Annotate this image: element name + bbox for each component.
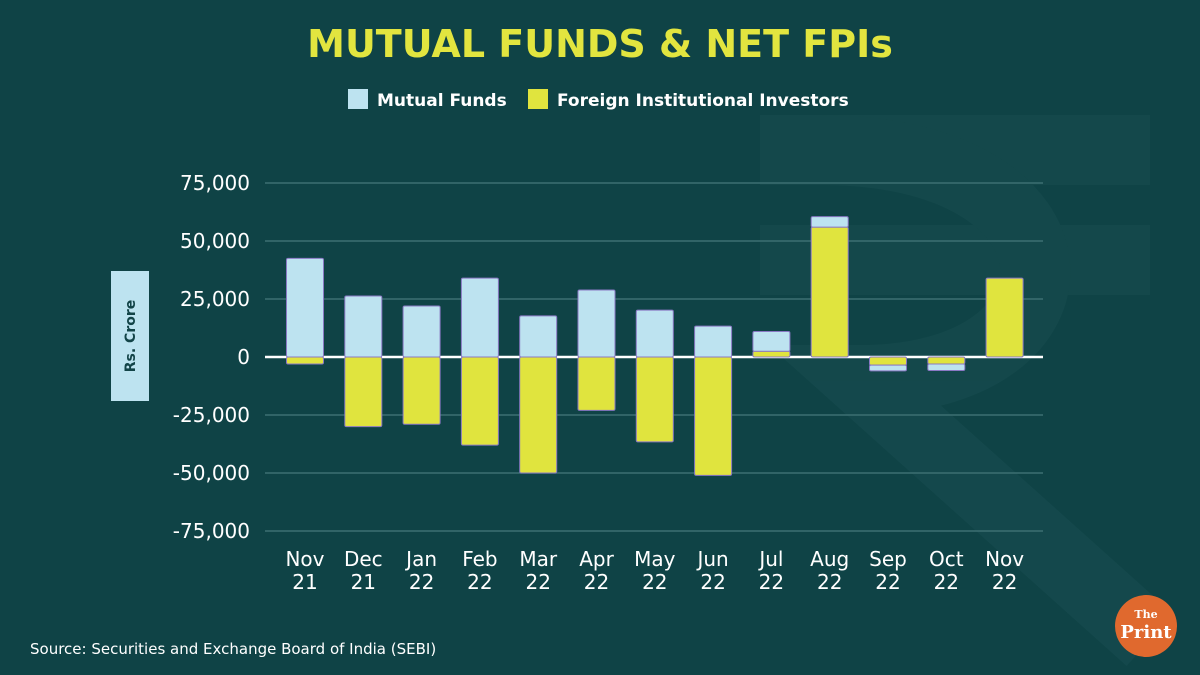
- x-tick-label-year: 22: [759, 570, 784, 594]
- bar-mutual-funds: [286, 257, 324, 358]
- x-tick-label-year: 22: [584, 570, 609, 594]
- bars: [286, 216, 1024, 476]
- y-tick-label: 75,000: [180, 171, 250, 195]
- y-axis-label-box: [111, 271, 149, 401]
- bar-mutual-funds: [460, 277, 499, 358]
- the-print-logo: The Print: [1115, 595, 1177, 657]
- x-tick-label-year: 22: [409, 570, 434, 594]
- bar-mutual-funds: [519, 315, 558, 358]
- x-tick-label-month: Nov: [285, 547, 324, 571]
- bar-fii: [752, 350, 791, 358]
- x-tick-label-month: Jul: [757, 547, 783, 571]
- y-axis-label: Rs. Crore: [111, 271, 149, 401]
- bar-fii: [344, 356, 383, 428]
- legend-swatch-mutual-funds: [348, 89, 368, 109]
- legend-label-fii: Foreign Institutional Investors: [557, 91, 849, 111]
- x-tick-label-month: Aug: [810, 547, 849, 571]
- y-tick-label: 25,000: [180, 287, 250, 311]
- x-tick-label-month: Nov: [985, 547, 1024, 571]
- y-tick-label: -75,000: [173, 519, 250, 543]
- bar-fii: [635, 356, 674, 443]
- y-tick-label: -25,000: [173, 403, 250, 427]
- x-tick-label-month: Jan: [404, 547, 437, 571]
- x-tick-label-year: 22: [875, 570, 900, 594]
- x-tick-label-month: Mar: [519, 547, 558, 571]
- x-tick-label-year: 22: [700, 570, 725, 594]
- bar-fii: [577, 356, 616, 411]
- y-tick-label: 0: [237, 345, 250, 369]
- x-tick-label-month: Oct: [929, 547, 964, 571]
- legend-label-mutual-funds: Mutual Funds: [377, 91, 507, 111]
- x-tick-labels: Nov21Dec21Jan22Feb22Mar22Apr22May22Jun22…: [285, 547, 1024, 594]
- x-tick-label-year: 22: [642, 570, 667, 594]
- legend: Mutual Funds Foreign Institutional Inves…: [348, 89, 849, 111]
- gridlines: [265, 182, 1043, 532]
- bar-mutual-funds: [635, 309, 674, 358]
- x-tick-label-month: Apr: [579, 547, 614, 571]
- bar-fii: [402, 356, 441, 425]
- x-tick-label-year: 21: [351, 570, 376, 594]
- x-tick-label-year: 22: [817, 570, 842, 594]
- x-tick-label-year: 22: [992, 570, 1017, 594]
- y-tick-label: -50,000: [173, 461, 250, 485]
- bar-fii: [810, 226, 849, 358]
- bar-mutual-funds: [344, 295, 383, 358]
- logo-line-1: The: [1134, 608, 1157, 621]
- x-tick-label-month: Dec: [344, 547, 383, 571]
- bar-fii: [927, 356, 966, 365]
- bar-mutual-funds: [752, 330, 791, 352]
- logo-line-2: Print: [1120, 622, 1172, 643]
- bar-fii: [519, 356, 558, 474]
- bar-fii: [460, 356, 499, 446]
- bar-mutual-funds: [927, 363, 966, 371]
- x-tick-label-year: 22: [934, 570, 959, 594]
- bar-fii: [985, 277, 1024, 358]
- chart-title: MUTUAL FUNDS & NET FPIs: [307, 22, 893, 66]
- bar-mutual-funds: [577, 289, 616, 358]
- y-axis-label-text: Rs. Crore: [123, 300, 139, 373]
- x-tick-label-month: Jun: [695, 547, 728, 571]
- bar-fii: [694, 356, 733, 476]
- bar-mutual-funds: [810, 216, 849, 228]
- logo-circle: [1115, 595, 1177, 657]
- source-note: Source: Securities and Exchange Board of…: [30, 640, 436, 658]
- bar-fii: [869, 356, 907, 366]
- y-tick-labels: 75,000 50,000 25,000 0 -25,000 -50,000 -75,000: [173, 171, 250, 543]
- x-tick-label-month: May: [634, 547, 676, 571]
- bar-mutual-funds: [694, 325, 733, 358]
- x-tick-label-month: Sep: [869, 547, 907, 571]
- x-tick-label-year: 22: [525, 570, 550, 594]
- x-tick-label-year: 21: [292, 570, 317, 594]
- legend-swatch-fii: [528, 89, 548, 109]
- x-tick-label-year: 22: [467, 570, 492, 594]
- bar-fii: [286, 356, 324, 365]
- y-tick-label: 50,000: [180, 229, 250, 253]
- bar-mutual-funds: [869, 364, 907, 372]
- x-tick-label-month: Feb: [462, 547, 497, 571]
- bar-mutual-funds: [402, 305, 441, 358]
